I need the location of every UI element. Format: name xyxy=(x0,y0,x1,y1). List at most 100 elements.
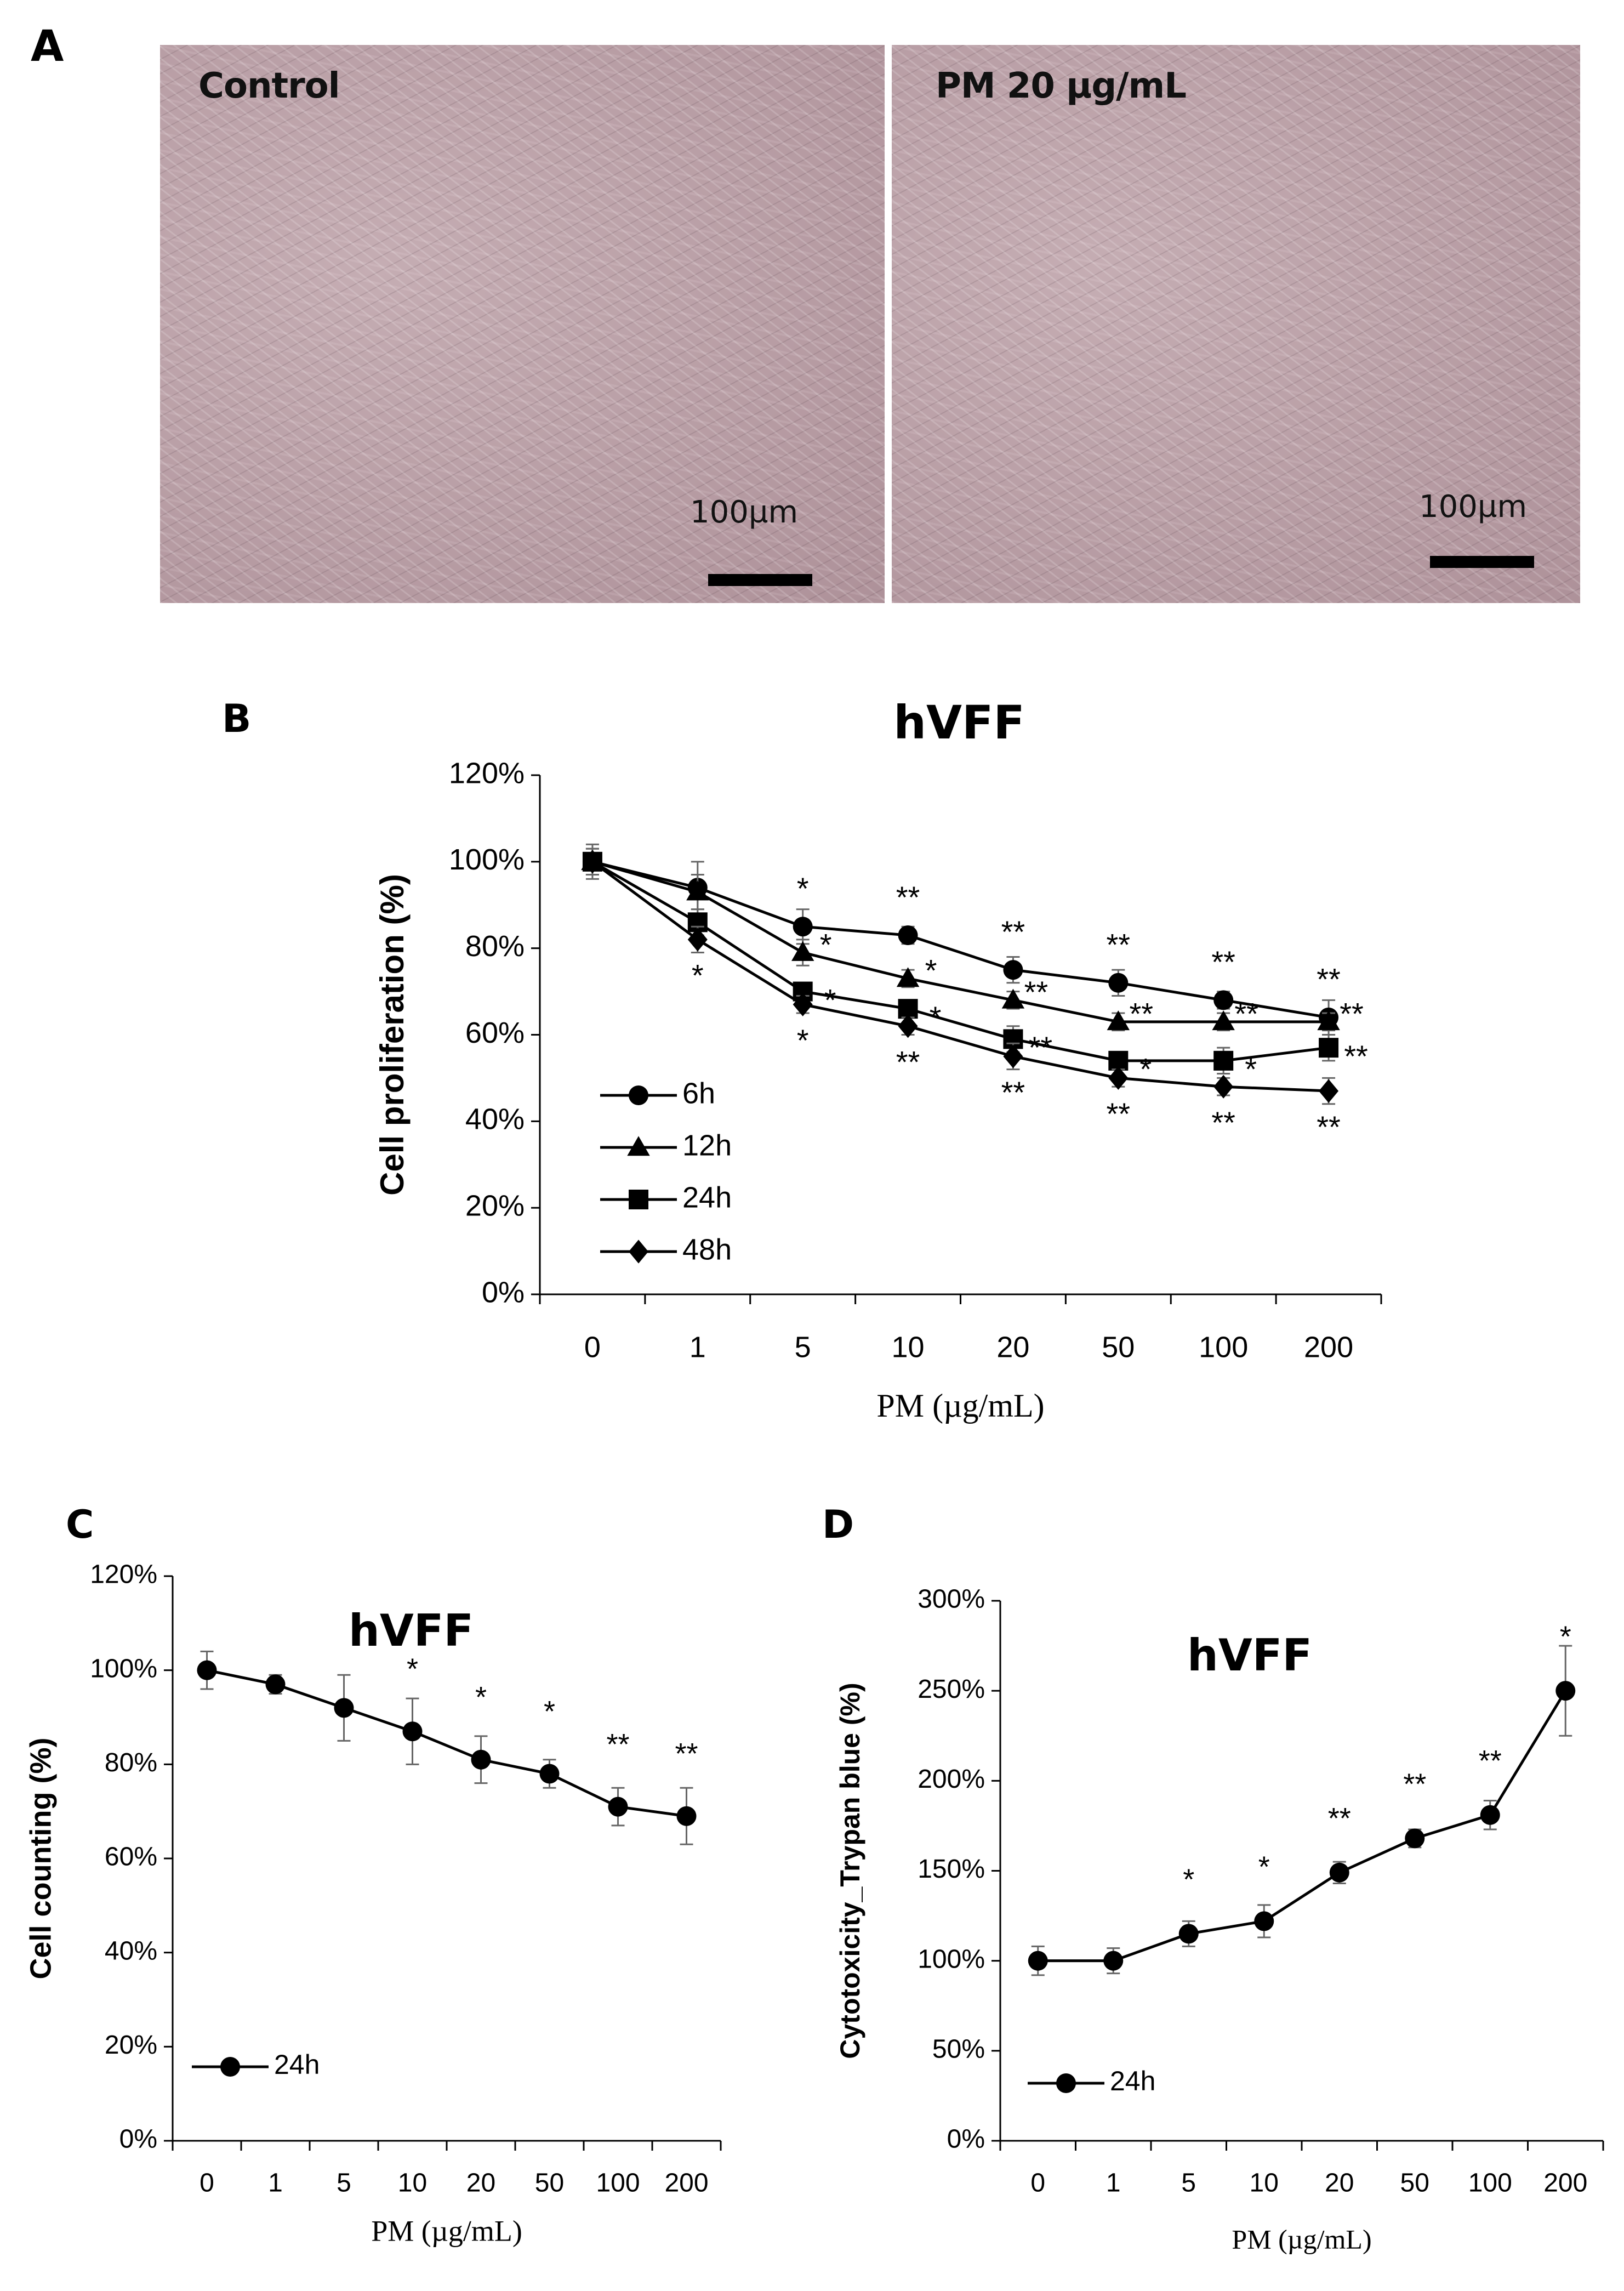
data-point xyxy=(1001,988,1025,1009)
data-point xyxy=(1103,1951,1124,1971)
x-tick-label: 5 xyxy=(795,1331,811,1363)
series-line xyxy=(592,860,1329,1019)
x-tick-label: 20 xyxy=(466,2169,495,2198)
legend-label: 6h xyxy=(682,1077,715,1110)
significance-label: ** xyxy=(1107,1096,1131,1131)
y-tick-label: 100% xyxy=(918,1945,985,1974)
y-tick-label: 300% xyxy=(918,1585,985,1614)
series-24h: * ******** xyxy=(1028,1620,1576,1976)
data-point xyxy=(687,928,708,952)
data-point xyxy=(1329,1862,1349,1883)
series-24h: ***** * ** xyxy=(582,848,1368,1087)
y-tick-label: 100% xyxy=(449,843,525,876)
series-line xyxy=(1038,1690,1567,1963)
significance-label: * xyxy=(407,1653,418,1686)
data-point xyxy=(220,2057,240,2077)
data-point xyxy=(1213,990,1234,1010)
legend: 24h xyxy=(1028,2066,1155,2096)
significance-label: * xyxy=(1258,1851,1270,1884)
significance-label: ** xyxy=(1211,1105,1235,1140)
data-point xyxy=(197,1660,217,1680)
x-tick-label: 200 xyxy=(1543,2169,1587,2198)
scale-bar-label: 100µm xyxy=(1419,489,1528,525)
y-tick-label: 100% xyxy=(90,1654,157,1683)
significance-label: * xyxy=(930,1000,942,1034)
significance-label: ** xyxy=(896,880,920,914)
data-point xyxy=(1319,1038,1339,1058)
significance-label: * xyxy=(475,1681,487,1714)
data-point xyxy=(676,1806,697,1826)
legend-label: 24h xyxy=(682,1181,732,1214)
x-tick-label: 1 xyxy=(690,1331,706,1363)
y-tick-label: 120% xyxy=(449,757,525,789)
significance-label: * xyxy=(1245,1052,1257,1087)
data-point xyxy=(793,917,813,937)
data-point xyxy=(1319,1079,1339,1103)
significance-label: * xyxy=(692,958,704,993)
data-point xyxy=(471,1749,491,1770)
data-point xyxy=(1108,1066,1129,1090)
significance-label: * xyxy=(1183,1863,1194,1896)
significance-label: ** xyxy=(1029,1030,1053,1065)
y-axis-label: Cytotoxicity_Trypan blue (%) xyxy=(835,1682,865,2059)
data-point xyxy=(1213,1075,1234,1099)
x-tick-label: 0 xyxy=(584,1331,601,1363)
chart-c-cell-counting: hVFF 0% 20% 40% 60% 80% 100% 120% 0 1 5 10 20 50 100 20… xyxy=(24,1560,722,2247)
series-line xyxy=(591,860,1329,1062)
data-point xyxy=(608,1797,628,1817)
panel-a-letter: A xyxy=(31,22,64,71)
data-point xyxy=(791,941,814,961)
pm-label: PM 20 µg/mL xyxy=(936,66,1187,106)
scale-bar-label: 100µm xyxy=(690,494,799,530)
data-point xyxy=(1003,960,1023,980)
legend-label: 12h xyxy=(682,1129,732,1162)
y-tick-label: 0% xyxy=(947,2125,985,2154)
data-point xyxy=(1555,1681,1576,1701)
significance-label: * xyxy=(797,1023,809,1058)
x-tick-label: 10 xyxy=(398,2169,427,2198)
scale-bar xyxy=(708,574,812,586)
significance-label: ** xyxy=(1130,997,1154,1031)
pm-micrograph: PM 20 µg/mL 100µm xyxy=(892,45,1580,603)
y-tick-label: 0% xyxy=(482,1276,525,1309)
chart-d-cytotoxicity: hVFF 0% 50% 100% 150% 200% 250% 300% 0 1 5 10 20 50 10… xyxy=(835,1585,1604,2254)
legend-label: 48h xyxy=(682,1233,732,1266)
x-tick-label: 50 xyxy=(1102,1331,1135,1363)
x-tick-label: 100 xyxy=(1199,1331,1248,1363)
x-tick-label: 1 xyxy=(268,2169,283,2198)
data-point xyxy=(1003,1044,1023,1068)
control-micrograph: Control 100µm xyxy=(160,45,885,603)
y-tick-label: 150% xyxy=(918,1855,985,1884)
y-tick-label: 0% xyxy=(119,2125,157,2154)
chart-title: hVFF xyxy=(893,696,1025,749)
x-axis-label: PM (µg/mL) xyxy=(1232,2224,1371,2254)
x-tick-label: 0 xyxy=(1030,2169,1045,2198)
series-48h: ******** ** ** xyxy=(582,848,1341,1144)
x-tick-label: 200 xyxy=(664,2169,708,2198)
significance-label: ** xyxy=(606,1728,629,1761)
panel-c-letter: C xyxy=(66,1502,94,1547)
data-point xyxy=(1056,2073,1076,2093)
y-tick-label: 20% xyxy=(105,2031,157,2060)
y-tick-label: 80% xyxy=(105,1748,157,1777)
x-tick-label: 5 xyxy=(1181,2169,1196,2198)
y-tick-label: 80% xyxy=(465,930,525,963)
legend-label: 24h xyxy=(1110,2066,1155,2096)
data-point xyxy=(793,992,813,1016)
data-point xyxy=(334,1698,354,1718)
chart-b-cell-proliferation: hVFF 0% 20% 40% 60% 80% 100% 120% 0 1 5 10 20 50 100 20… xyxy=(374,696,1382,1424)
y-tick-label: 60% xyxy=(465,1016,525,1049)
significance-label: ** xyxy=(675,1737,698,1770)
x-tick-label: 10 xyxy=(892,1331,925,1363)
series-12h: ****** ** ** xyxy=(581,848,1364,1032)
x-axis-label: PM (µg/mL) xyxy=(876,1388,1044,1424)
y-tick-label: 200% xyxy=(918,1765,985,1794)
significance-label: * xyxy=(820,927,832,962)
data-point xyxy=(1213,1050,1234,1071)
legend: 24h xyxy=(192,2049,320,2080)
data-point xyxy=(627,1136,650,1156)
significance-label: ** xyxy=(1234,997,1258,1031)
significance-label: ** xyxy=(896,1045,920,1079)
significance-label: ** xyxy=(1317,1110,1341,1144)
significance-label: ** xyxy=(1024,975,1049,1009)
